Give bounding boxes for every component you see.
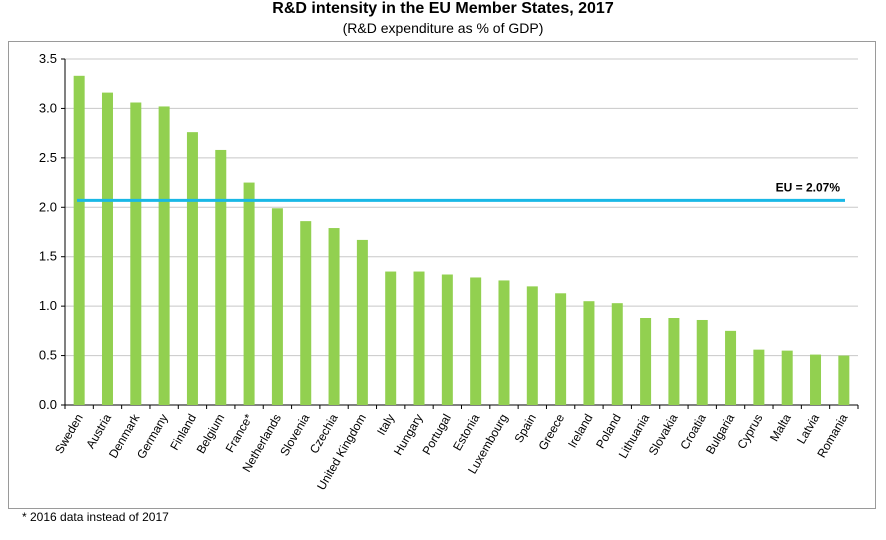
y-tick-label: 1.5	[39, 249, 57, 264]
y-tick-label: 2.0	[39, 199, 57, 214]
chart-subtitle: (R&D expenditure as % of GDP)	[342, 20, 544, 36]
x-tick-label: Cyprus	[734, 412, 765, 452]
x-tick-label: Greece	[535, 411, 567, 452]
x-tick-label: Malta	[767, 411, 794, 444]
bar	[215, 149, 227, 405]
x-tick-label: Spain	[511, 412, 538, 446]
y-tick-label: 1.0	[39, 298, 57, 313]
bar	[583, 301, 595, 405]
bar	[753, 349, 765, 405]
x-tick-label: Austria	[83, 411, 114, 451]
x-tick-label: Bulgaria	[703, 411, 737, 456]
bar	[101, 92, 113, 406]
y-tick-label: 0.5	[39, 348, 57, 363]
x-tick-label: Ireland	[565, 412, 595, 451]
bar	[781, 350, 793, 405]
x-tick-label: Italy	[374, 412, 397, 438]
x-tick-label: Latvia	[794, 411, 822, 446]
bar	[73, 75, 85, 405]
bar	[186, 132, 198, 405]
bar	[668, 318, 680, 405]
chart-frame	[8, 41, 876, 509]
bar	[130, 102, 142, 406]
bar	[470, 277, 482, 405]
bar	[640, 318, 652, 405]
bar	[810, 354, 822, 405]
y-tick-label: 0.0	[39, 397, 57, 412]
bar	[838, 355, 850, 405]
x-tick-label: Poland	[593, 412, 624, 451]
bar	[328, 228, 340, 405]
bar	[300, 221, 312, 405]
y-tick-label: 3.0	[39, 100, 57, 115]
bar	[498, 280, 510, 405]
eu-average-label: EU = 2.07%	[776, 180, 841, 194]
chart-title: R&D intensity in the EU Member States, 2…	[272, 0, 614, 17]
bar	[413, 271, 425, 405]
y-tick-label: 3.5	[39, 51, 57, 66]
bar	[356, 239, 368, 405]
bar	[271, 208, 283, 405]
bar	[158, 106, 170, 406]
footnote: * 2016 data instead of 2017	[22, 510, 169, 524]
bar	[725, 330, 737, 405]
x-tick-label: Sweden	[52, 412, 86, 457]
bar	[696, 319, 708, 405]
x-tick-label: Belgium	[194, 412, 228, 457]
y-tick-label: 2.5	[39, 150, 57, 165]
bar	[385, 271, 397, 405]
bar	[526, 286, 538, 405]
bar	[611, 303, 623, 405]
bar	[243, 182, 255, 405]
bar	[441, 274, 453, 405]
bar	[555, 293, 567, 405]
